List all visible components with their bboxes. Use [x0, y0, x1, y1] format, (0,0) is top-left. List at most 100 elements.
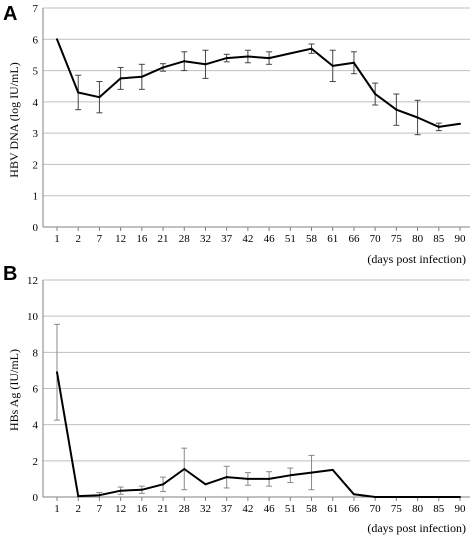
x-tick-label: 37 — [221, 233, 233, 245]
x-tick-label: 51 — [285, 233, 296, 245]
y-tick-label: 8 — [33, 347, 39, 359]
data-point — [140, 75, 143, 78]
series-line — [56, 38, 461, 128]
data-point — [374, 496, 377, 498]
data-point — [268, 57, 271, 60]
x-axis-label-b: (days post infection) — [367, 521, 466, 535]
y-tick-label: 12 — [27, 275, 38, 287]
data-point — [204, 483, 207, 486]
data-point — [331, 468, 334, 471]
data-point — [225, 57, 228, 60]
series-line — [56, 372, 460, 498]
x-tick-label: 46 — [264, 233, 276, 245]
data-point — [268, 477, 271, 480]
panel-label-a: A — [3, 3, 17, 25]
data-point — [331, 64, 334, 67]
y-tick-label: 5 — [33, 66, 39, 78]
x-tick-label: 1 — [54, 503, 60, 515]
data-point — [310, 47, 313, 50]
data-point — [183, 60, 186, 63]
x-tick-label: 16 — [136, 503, 148, 515]
x-tick-label: 75 — [391, 503, 403, 515]
x-tick-label: 42 — [242, 503, 253, 515]
x-axis-label-a: (days post infection) — [367, 252, 466, 266]
data-point — [395, 496, 398, 498]
data-point — [162, 483, 165, 486]
data-point — [437, 496, 440, 498]
data-point — [310, 471, 313, 474]
panel-label-b: B — [3, 263, 17, 285]
data-point — [225, 476, 228, 479]
data-point — [204, 63, 207, 66]
x-tick-label: 80 — [412, 503, 424, 515]
x-tick-label: 66 — [348, 233, 360, 245]
x-tick-label: 46 — [264, 503, 276, 515]
x-tick-label: 12 — [115, 503, 126, 515]
x-tick-label: 58 — [306, 233, 318, 245]
y-tick-label: 2 — [33, 456, 39, 468]
data-point — [162, 66, 165, 69]
data-point — [395, 108, 398, 111]
data-point — [77, 91, 80, 94]
y-tick-label: 3 — [33, 128, 39, 140]
x-tick-label: 12 — [115, 233, 126, 245]
data-point — [119, 77, 122, 80]
x-tick-label: 75 — [391, 233, 403, 245]
data-point — [416, 496, 419, 498]
x-tick-label: 85 — [433, 233, 445, 245]
y-tick-label: 4 — [33, 97, 39, 109]
data-point — [246, 477, 249, 480]
x-tick-label: 58 — [306, 503, 318, 515]
x-tick-label: 90 — [455, 503, 467, 515]
data-point — [98, 494, 101, 497]
y-tick-label: 0 — [33, 222, 39, 234]
data-point — [56, 371, 58, 374]
y-tick-label: 10 — [27, 311, 39, 323]
x-tick-label: 70 — [370, 503, 382, 515]
x-tick-label: 28 — [179, 503, 191, 515]
data-point — [98, 96, 101, 99]
data-point — [183, 467, 186, 470]
x-tick-label: 28 — [179, 233, 191, 245]
y-axis-label-b: HBs Ag (IU/mL) — [7, 349, 21, 431]
data-point — [119, 489, 122, 492]
x-tick-label: 16 — [136, 233, 148, 245]
x-tick-label: 32 — [200, 233, 211, 245]
x-tick-label: 61 — [327, 503, 338, 515]
y-tick-label: 7 — [33, 3, 39, 15]
x-tick-label: 42 — [242, 233, 253, 245]
y-tick-label: 1 — [33, 191, 39, 203]
x-tick-label: 7 — [97, 503, 103, 515]
x-tick-label: 21 — [158, 233, 169, 245]
x-tick-label: 37 — [221, 503, 233, 515]
x-tick-label: 7 — [97, 233, 103, 245]
data-point — [77, 495, 80, 498]
data-point — [140, 488, 143, 491]
x-tick-label: 80 — [412, 233, 424, 245]
x-tick-label: 21 — [158, 503, 169, 515]
x-tick-label: 2 — [75, 233, 81, 245]
data-point — [459, 122, 461, 125]
y-axis-label-a: HBV DNA (log IU/mL) — [7, 62, 21, 177]
data-point — [437, 125, 440, 128]
data-point — [374, 93, 377, 96]
chart-panel-b: B HBs Ag (IU/mL) (days post infection) 0… — [3, 263, 470, 535]
data-point — [352, 61, 355, 64]
data-point — [289, 474, 292, 477]
x-tick-label: 85 — [433, 503, 445, 515]
x-tick-label: 2 — [75, 503, 81, 515]
data-point — [352, 493, 355, 496]
x-tick-label: 70 — [370, 233, 382, 245]
y-tick-label: 6 — [33, 384, 39, 396]
data-point — [56, 38, 58, 41]
chart-panel-a: A HBV DNA (log IU/mL) (days post infecti… — [3, 3, 470, 266]
x-tick-label: 1 — [54, 233, 60, 245]
data-point — [416, 116, 419, 119]
x-tick-label: 51 — [285, 503, 296, 515]
y-tick-label: 4 — [33, 420, 39, 432]
x-tick-label: 66 — [348, 503, 360, 515]
data-point — [246, 55, 249, 58]
x-tick-label: 61 — [327, 233, 338, 245]
x-tick-label: 32 — [200, 503, 211, 515]
